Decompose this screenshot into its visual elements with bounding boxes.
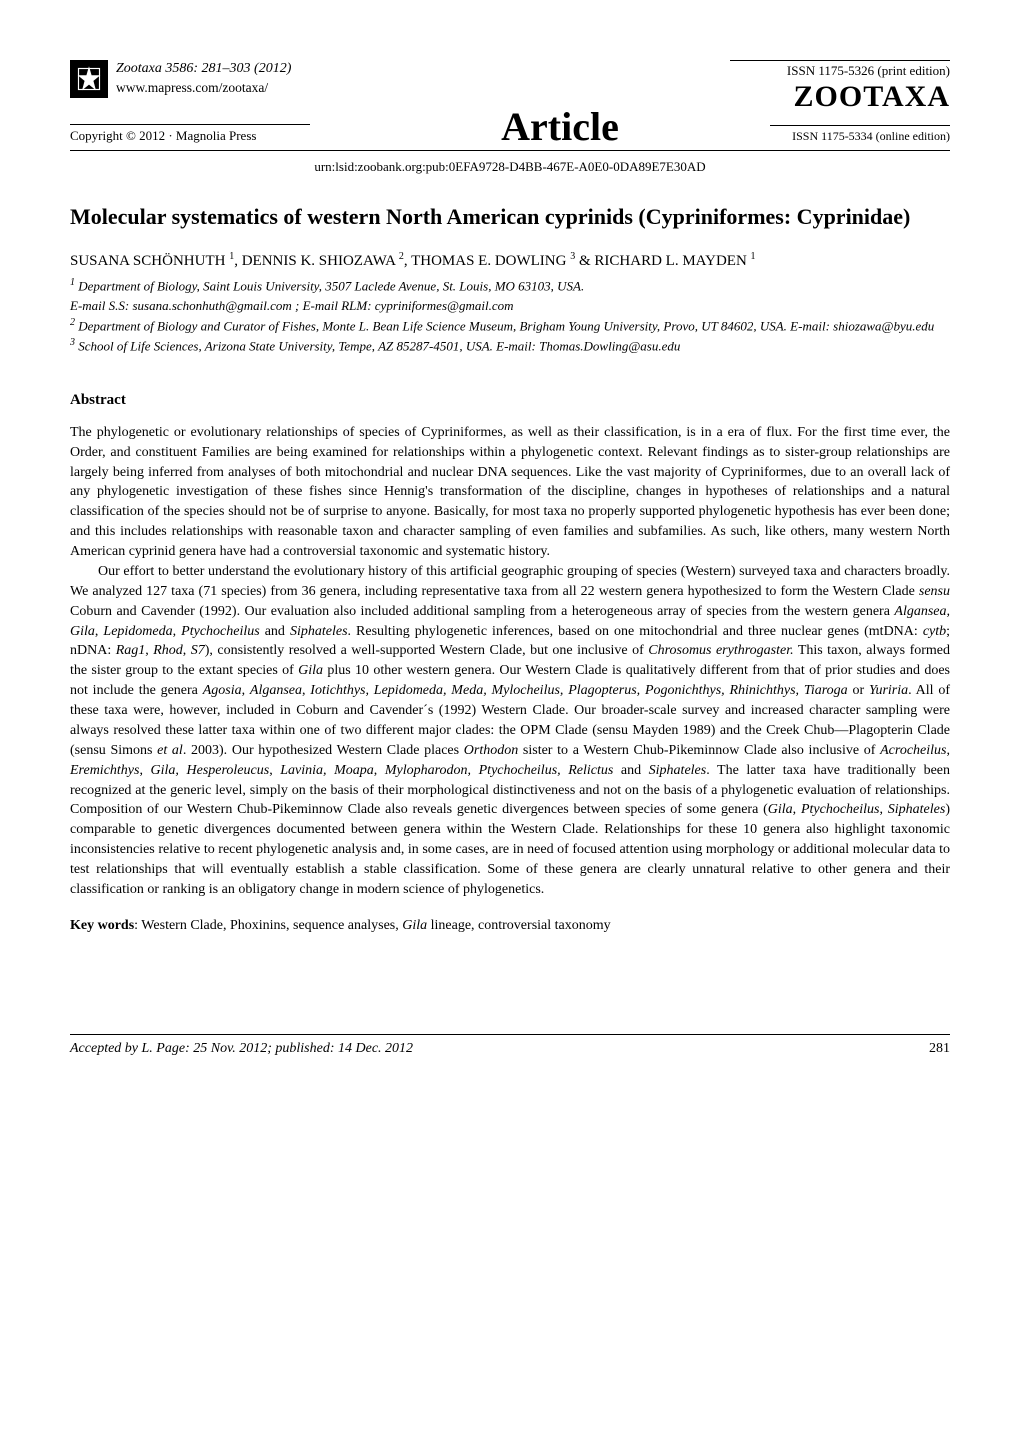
author-list: SUSANA SCHÖNHUTH 1, DENNIS K. SHIOZAWA 2… <box>70 251 950 270</box>
article-label: Article <box>310 107 770 147</box>
page-container: Zootaxa 3586: 281–303 (2012) www.mapress… <box>0 0 1020 1097</box>
issn-print: ISSN 1175-5326 (print edition) <box>730 60 950 80</box>
publisher-logo-icon <box>70 60 108 98</box>
abstract-heading: Abstract <box>70 392 950 409</box>
citation-line: Zootaxa 3586: 281–303 (2012) <box>116 60 730 79</box>
article-title: Molecular systematics of western North A… <box>70 203 950 232</box>
keywords-text: : Western Clade, Phoxinins, sequence ana… <box>134 918 610 933</box>
page-number: 281 <box>929 1041 950 1057</box>
page-footer: Accepted by L. Page: 25 Nov. 2012; publi… <box>70 1034 950 1057</box>
keywords-label: Key words <box>70 918 134 933</box>
abstract-para-2: Our effort to better understand the evol… <box>70 562 950 900</box>
journal-url: www.mapress.com/zootaxa/ <box>116 79 730 97</box>
copyright-text: Copyright © 2012 · Magnolia Press <box>70 124 310 144</box>
affiliation-email-1: E-mail S.S: susana.schonhuth@gmail.com ;… <box>70 297 950 316</box>
citation-range: 3586: 281–303 (2012) <box>165 61 291 76</box>
affiliation-2: 2 Department of Biology and Curator of F… <box>70 316 950 336</box>
publisher-logo-cell <box>70 60 116 98</box>
accepted-line: Accepted by L. Page: 25 Nov. 2012; publi… <box>70 1041 413 1057</box>
abstract-para-1: The phylogenetic or evolutionary relatio… <box>70 423 950 562</box>
urn-identifier: urn:lsid:zoobank.org:pub:0EFA9728-D4BB-4… <box>70 159 950 175</box>
affiliations: 1 Department of Biology, Saint Louis Uni… <box>70 276 950 355</box>
journal-name: Zootaxa <box>116 61 162 76</box>
keywords-line: Key words: Western Clade, Phoxinins, seq… <box>70 918 950 934</box>
citation-block: Zootaxa 3586: 281–303 (2012) www.mapress… <box>116 60 730 97</box>
issn-block: ISSN 1175-5326 (print edition) ZOOTAXA <box>730 60 950 112</box>
copyright-row: Copyright © 2012 · Magnolia Press Articl… <box>70 115 950 151</box>
issn-online: ISSN 1175-5334 (online edition) <box>770 125 950 144</box>
affiliation-3: 3 School of Life Sciences, Arizona State… <box>70 336 950 356</box>
abstract-body: The phylogenetic or evolutionary relatio… <box>70 423 950 900</box>
affiliation-1: 1 Department of Biology, Saint Louis Uni… <box>70 276 950 296</box>
